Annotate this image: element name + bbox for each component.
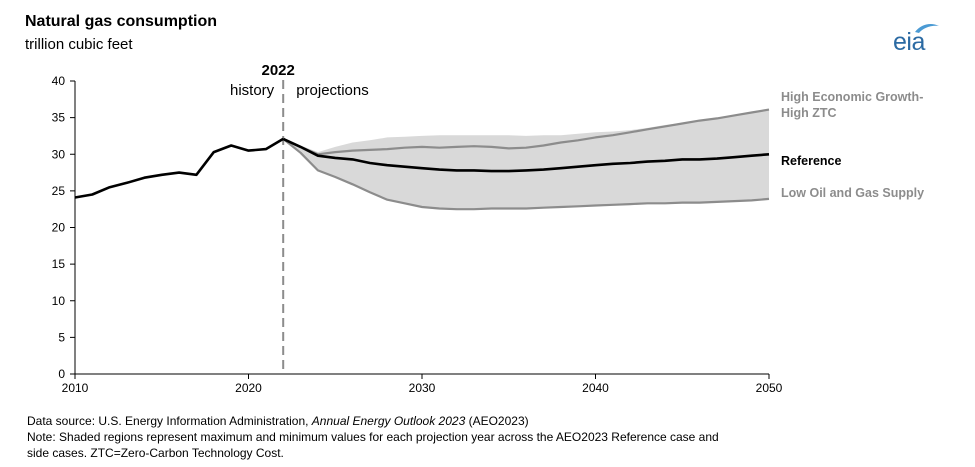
data-source-line: Data source: U.S. Energy Information Adm…: [27, 413, 719, 429]
series-line-reference: [282, 137, 770, 173]
series-line-high-growth: [282, 108, 770, 156]
series-label: High Economic Growth-: [781, 90, 923, 104]
chart-title: Natural gas consumption: [25, 13, 218, 30]
y-tick-label: 0: [58, 367, 65, 381]
x-tick-label: 2050: [756, 381, 783, 395]
logo-text: eia: [893, 28, 925, 56]
y-tick-label: 40: [52, 74, 66, 88]
series-label: High ZTC: [781, 106, 837, 120]
x-tick-label: 2010: [62, 381, 89, 395]
history-label: history: [230, 82, 275, 99]
note-line-1: Note: Shaded regions represent maximum a…: [27, 430, 719, 444]
source-suffix: (AEO2023): [465, 414, 529, 428]
series-label: Low Oil and Gas Supply: [781, 186, 924, 200]
x-tick-label: 2030: [409, 381, 436, 395]
y-tick-label: 30: [52, 147, 66, 161]
logo-swoosh-icon: [915, 24, 939, 33]
x-tick-label: 2020: [235, 381, 262, 395]
series-line-low-supply: [282, 138, 770, 211]
divider-year-label: 2022: [262, 62, 295, 79]
y-tick-label: 25: [52, 184, 66, 198]
source-title: Annual Energy Outlook 2023: [311, 414, 466, 428]
range-band: [283, 109, 769, 210]
y-tick-label: 35: [52, 111, 66, 125]
source-prefix: Data source: U.S. Energy Information Adm…: [27, 414, 312, 428]
note-line-2: side cases. ZTC=Zero-Carbon Technology C…: [27, 446, 284, 460]
y-tick-label: 20: [52, 221, 66, 235]
y-tick-label: 5: [58, 330, 65, 344]
series-label: Reference: [781, 154, 841, 168]
series-line-history: [74, 137, 284, 199]
y-tick-label: 15: [52, 257, 66, 271]
footer: Data source: U.S. Energy Information Adm…: [27, 413, 719, 461]
projections-label: projections: [296, 82, 369, 99]
line-chart: 0 5 10 15 20 25 30 35 40 2010 2020 2030 2040 2050 2022…: [52, 62, 924, 395]
y-tick-label: 10: [52, 294, 66, 308]
x-tick-label: 2040: [582, 381, 609, 395]
eia-logo: eia: [893, 22, 941, 56]
chart-subtitle: trillion cubic feet: [25, 36, 133, 53]
